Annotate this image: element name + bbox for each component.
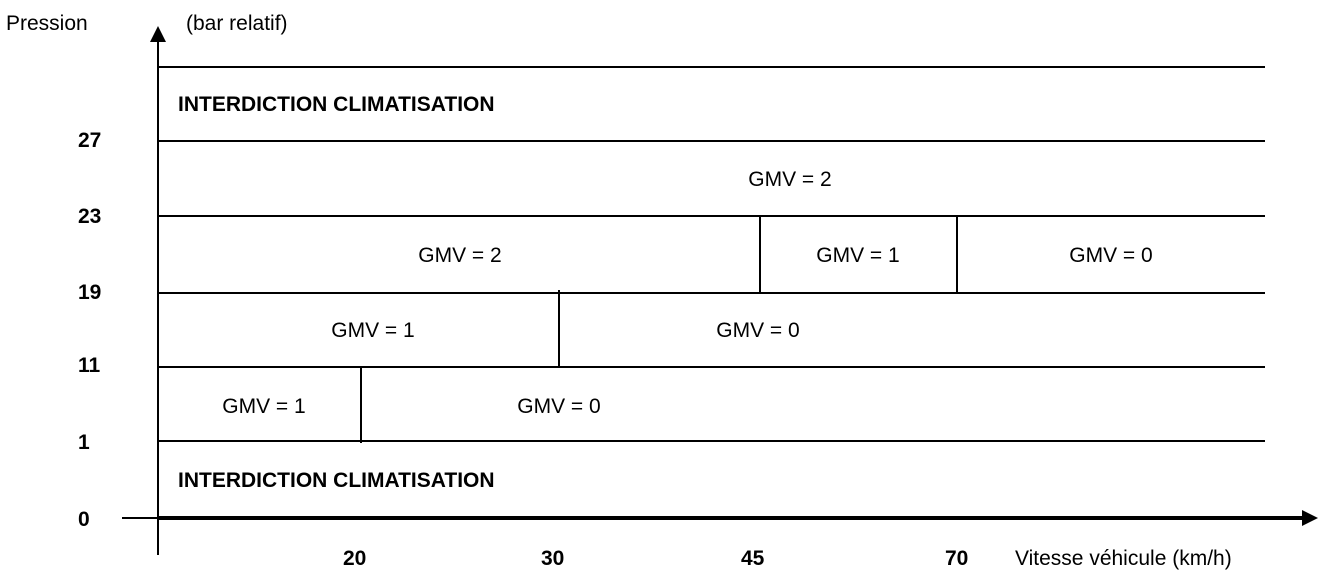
x-axis-title: Vitesse véhicule (km/h) bbox=[1015, 547, 1232, 570]
zone-label-1-11-high: GMV = 0 bbox=[517, 395, 600, 418]
zone-label-top: INTERDICTION CLIMATISATION bbox=[178, 93, 495, 116]
zone-label-19-23-mid: GMV = 1 bbox=[816, 244, 899, 267]
zone-label-bottom: INTERDICTION CLIMATISATION bbox=[178, 469, 495, 492]
zone-label-19-23-low: GMV = 2 bbox=[418, 244, 501, 267]
y-tick-label-11: 11 bbox=[78, 354, 101, 377]
y-tick-label-27: 27 bbox=[78, 129, 101, 152]
y-tick-label-0: 0 bbox=[78, 508, 90, 531]
y-axis-unit: (bar relatif) bbox=[186, 12, 288, 35]
x-tick-label-45: 45 bbox=[741, 547, 765, 570]
zone-label-11-19-low: GMV = 1 bbox=[331, 319, 414, 342]
zone-label-19-23-high: GMV = 0 bbox=[1069, 244, 1152, 267]
x-tick-label-30: 30 bbox=[541, 547, 564, 570]
y-axis-title: Pression bbox=[6, 12, 88, 35]
zone-label-11-19-high: GMV = 0 bbox=[716, 319, 799, 342]
x-tick-label-20: 20 bbox=[343, 547, 366, 570]
y-tick-label-19: 19 bbox=[78, 281, 101, 304]
y-tick-label-23: 23 bbox=[78, 205, 101, 228]
x-axis-arrow bbox=[1302, 510, 1318, 526]
zone-label-23-27: GMV = 2 bbox=[748, 168, 831, 191]
y-tick-label-1: 1 bbox=[78, 431, 90, 454]
y-axis-arrow bbox=[150, 26, 166, 42]
zone-label-1-11-low: GMV = 1 bbox=[222, 395, 305, 418]
x-tick-label-70: 70 bbox=[945, 547, 968, 570]
